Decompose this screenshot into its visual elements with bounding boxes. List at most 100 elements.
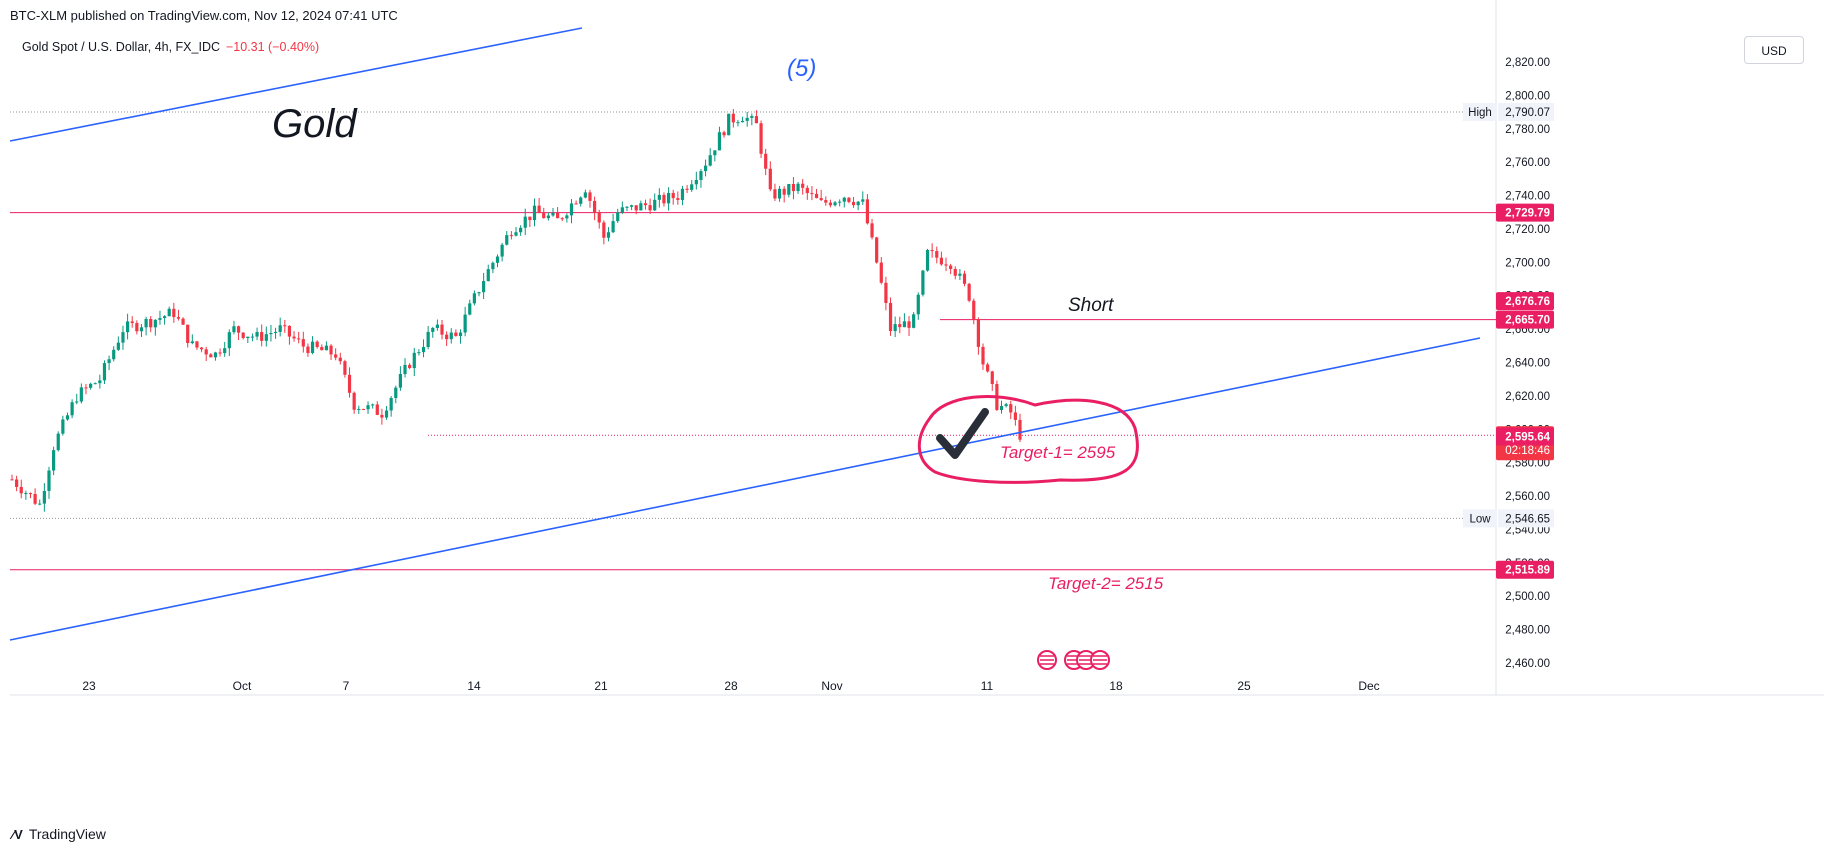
us-flag-icon[interactable] — [1090, 650, 1110, 670]
candle-body — [112, 349, 116, 360]
candle-body — [477, 292, 481, 294]
candle-body — [199, 347, 204, 350]
candle-body — [329, 345, 333, 355]
candle-body — [19, 486, 23, 494]
candle-body — [999, 405, 1004, 410]
footer-brand[interactable]: ⁄V TradingView — [12, 826, 106, 842]
candle-body — [754, 116, 759, 124]
time-tick-label: Oct — [233, 679, 252, 693]
candle-body — [384, 410, 389, 418]
candle-body — [930, 249, 934, 252]
time-tick-label: Nov — [821, 679, 842, 693]
candle-body — [690, 184, 694, 190]
candle-body — [482, 281, 486, 293]
candle-body — [204, 349, 208, 355]
brand-name: TradingView — [28, 826, 106, 842]
candle-body — [98, 380, 102, 384]
candle-body — [260, 332, 264, 341]
candle-body — [139, 327, 144, 332]
price-tick-label: 2,540.00 — [1505, 524, 1550, 536]
candle-body — [847, 197, 851, 202]
candle-body — [782, 188, 786, 195]
candle-body — [851, 201, 856, 206]
publish-header: BTC-XLM published on TradingView.com, No… — [10, 8, 398, 23]
candle-body — [925, 249, 930, 271]
candle-body — [810, 193, 814, 195]
candle-body — [805, 187, 809, 194]
candles — [10, 109, 1022, 512]
candle-body — [320, 347, 324, 351]
price-chart[interactable]: Gold (5) Short Target-1= 2595 Target-2= … — [0, 0, 1824, 820]
candle-body — [121, 332, 125, 343]
candle-body — [218, 352, 222, 354]
candle-body — [116, 342, 120, 350]
candle-body — [463, 314, 467, 333]
candle-body — [223, 348, 227, 354]
candle-body — [52, 450, 56, 471]
price-tick-label: 2,820.00 — [1505, 57, 1550, 69]
price-tick-label: 2,640.00 — [1505, 358, 1550, 370]
candle-body — [209, 354, 213, 358]
candle-body — [912, 314, 916, 328]
candle-body — [671, 192, 675, 199]
candle-body — [33, 493, 37, 504]
candle-body — [495, 256, 500, 263]
candle-body — [310, 341, 315, 353]
candle-body — [505, 235, 509, 245]
candle-body — [736, 122, 740, 124]
candle-body — [232, 326, 236, 333]
candle-body — [15, 479, 19, 487]
candle-body — [565, 215, 569, 219]
symbol-legend[interactable]: Gold Spot / U.S. Dollar, 4h, FX_IDC −10.3… — [22, 40, 319, 54]
short-label: Short — [1068, 295, 1114, 316]
candle-body — [398, 374, 403, 388]
target-circle — [917, 394, 1139, 484]
candle-body — [976, 319, 980, 347]
candle-body — [107, 359, 111, 364]
candle-body — [888, 302, 893, 332]
candle-body — [486, 269, 490, 282]
currency-button[interactable]: USD — [1744, 36, 1804, 64]
candle-body — [454, 332, 458, 336]
candle-body — [75, 401, 79, 403]
level-price-bg — [1496, 203, 1554, 222]
candle-body — [167, 308, 171, 317]
candle-body — [865, 199, 870, 224]
candle-body — [639, 203, 643, 211]
candle-body — [694, 179, 698, 185]
candle-body — [153, 319, 157, 328]
candle-body — [519, 227, 523, 233]
candle-body — [135, 323, 139, 332]
candle-body — [731, 113, 735, 123]
candle-body — [828, 202, 833, 206]
candle-body — [676, 198, 680, 200]
countdown-label: 02:18:46 — [1505, 445, 1550, 457]
level-price-label: 2,595.64 — [1505, 432, 1550, 444]
wave-label: (5) — [787, 55, 816, 82]
time-tick-label: 7 — [343, 679, 350, 693]
candle-body — [657, 194, 661, 200]
title-annotation: Gold — [272, 102, 358, 146]
candle-body — [65, 415, 70, 420]
candle-body — [347, 374, 352, 393]
candle-body — [403, 364, 407, 375]
candle-body — [532, 205, 537, 221]
time-tick-label: 18 — [1109, 679, 1123, 693]
candle-body — [357, 408, 361, 410]
low-tag-bg — [1463, 509, 1497, 528]
economic-events[interactable] — [1037, 650, 1110, 670]
candle-body — [389, 397, 393, 411]
candle-body — [625, 206, 629, 208]
time-axis[interactable]: 23 Oct 7 14 21 28 Nov 11 18 25 Dec — [82, 679, 1379, 693]
candle-body — [343, 361, 347, 375]
time-tick-label: Dec — [1358, 679, 1379, 693]
us-flag-icon[interactable] — [1037, 650, 1057, 670]
high-price-bg — [1498, 102, 1554, 121]
candle-body — [958, 273, 962, 276]
candle-body — [1009, 404, 1013, 413]
candle-body — [588, 192, 592, 201]
price-tick-label: 2,700.00 — [1505, 257, 1550, 269]
price-tick-label: 2,500.00 — [1505, 591, 1550, 603]
level-price-label: 2,515.89 — [1505, 565, 1550, 577]
candle-body — [61, 419, 65, 434]
